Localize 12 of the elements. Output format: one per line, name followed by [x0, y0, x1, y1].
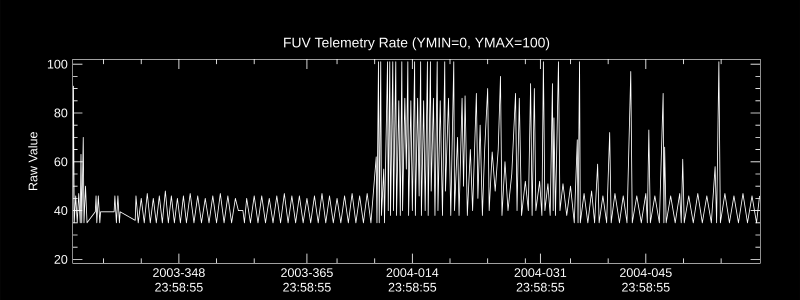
- x-tick-label: 2004-014 23:58:55: [386, 268, 438, 292]
- x-tick-label: 2004-045 23:58:55: [620, 268, 672, 292]
- x-tick-label: 2004-031 23:58:55: [514, 268, 566, 292]
- chart-title: FUV Telemetry Rate (YMIN=0, YMAX=100): [284, 37, 550, 50]
- y-tick-label: 80: [54, 108, 68, 118]
- y-tick-label: 20: [54, 254, 68, 264]
- y-tick-label: 100: [48, 60, 68, 69]
- x-tick-label: 2003-365 23:58:55: [281, 268, 333, 292]
- x-tick-label: 2003-348 23:58:55: [153, 268, 205, 292]
- y-axis-title: Raw Value: [28, 132, 38, 190]
- y-tick-label: 40: [54, 206, 68, 216]
- y-tick-label: 60: [54, 157, 68, 166]
